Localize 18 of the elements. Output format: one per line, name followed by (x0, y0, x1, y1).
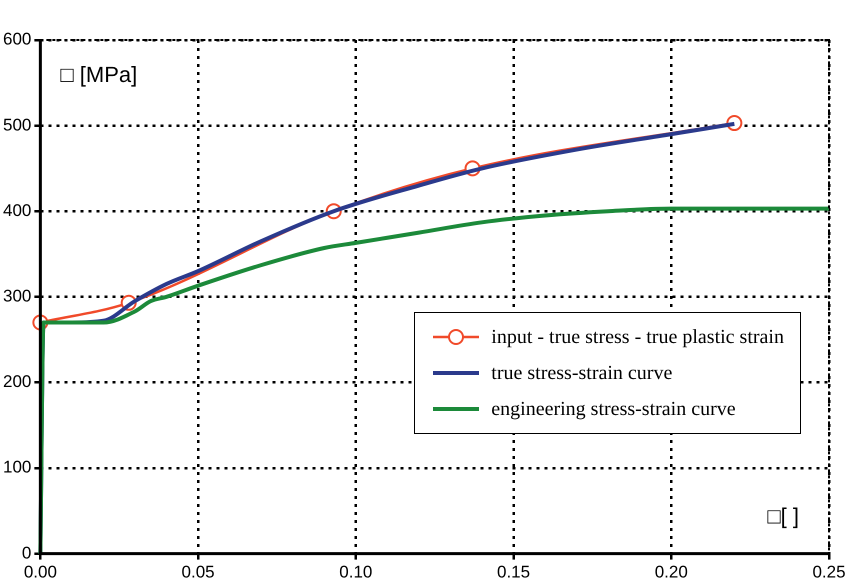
x-tick-label: 0.10 (339, 562, 372, 582)
legend-label: true stress-strain curve (491, 362, 672, 384)
legend-label: input - true stress - true plastic strain (491, 326, 784, 348)
x-tick-label: 0.20 (654, 562, 688, 582)
x-tick-label: 0.25 (812, 562, 846, 582)
x-axis-title: □[ ] (767, 504, 799, 529)
y-tick-label: 400 (2, 200, 32, 220)
y-axis-title: □ [MPa] (60, 62, 138, 88)
x-tick-label: 0.00 (24, 562, 57, 582)
y-tick-label: 500 (2, 115, 32, 134)
x-tick-label: 0.15 (497, 562, 530, 582)
y-tick-label: 300 (2, 286, 32, 306)
y-tick-label: 200 (2, 372, 32, 392)
x-tick-label: 0.05 (182, 562, 215, 582)
y-tick-label: 100 (2, 458, 32, 477)
y-tick-label: 0 (22, 543, 32, 562)
y-tick-label: 600 (2, 30, 32, 49)
legend-label: engineering stress-strain curve (491, 398, 736, 420)
